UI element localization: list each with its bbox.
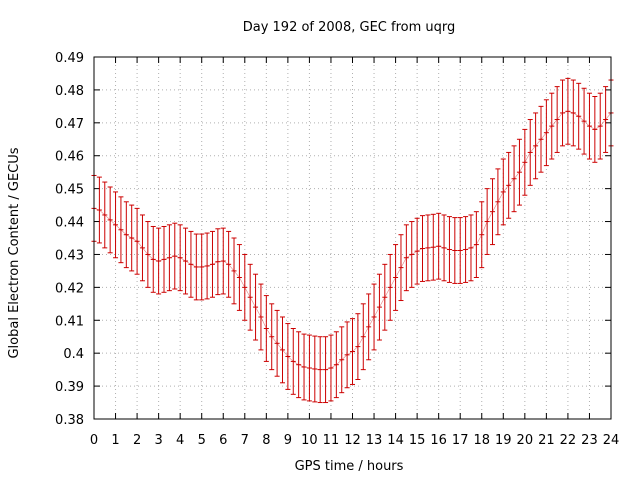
x-tick-label: 2	[133, 433, 141, 448]
x-tick-label: 5	[198, 433, 206, 448]
x-tick-label: 22	[560, 433, 577, 448]
x-tick-label: 19	[495, 433, 512, 448]
axis-ticks: 0.38 0.39 0.4 0.41 0.42 0.43 0.44 0.45 0.46 0.47 0…	[55, 51, 619, 448]
y-tick-label: 0.41	[55, 314, 84, 329]
x-tick-label: 17	[452, 433, 469, 448]
y-tick-label: 0.4	[63, 347, 84, 362]
y-tick-label: 0.49	[55, 51, 84, 66]
x-tick-label: 23	[581, 433, 598, 448]
y-tick-label: 0.43	[55, 248, 84, 263]
plot-frame	[93, 56, 612, 420]
y-tick-label: 0.47	[55, 117, 84, 132]
x-tick-label: 6	[219, 433, 227, 448]
x-tick-label: 8	[262, 433, 270, 448]
y-tick-label: 0.46	[55, 150, 84, 165]
x-tick-label: 24	[603, 433, 620, 448]
x-axis-label: GPS time / hours	[295, 459, 404, 474]
y-tick-label: 0.44	[55, 216, 84, 231]
series-line	[93, 110, 612, 370]
x-tick-label: 1	[111, 433, 119, 448]
y-axis-label: Global Electron Content / GECUs	[7, 147, 22, 358]
x-tick-label: 9	[284, 433, 292, 448]
x-tick-label: 21	[538, 433, 555, 448]
x-tick-label: 18	[473, 433, 490, 448]
x-tick-label: 13	[366, 433, 383, 448]
x-tick-label: 10	[301, 433, 318, 448]
x-tick-label: 15	[409, 433, 426, 448]
y-tick-label: 0.45	[55, 183, 84, 198]
x-tick-label: 4	[176, 433, 184, 448]
x-tick-label: 11	[323, 433, 340, 448]
x-tick-label: 7	[241, 433, 249, 448]
x-tick-label: 14	[387, 433, 404, 448]
chart-title: Day 192 of 2008, GEC from uqrg	[243, 20, 456, 35]
y-tick-label: 0.42	[55, 281, 84, 296]
x-tick-label: 16	[430, 433, 447, 448]
x-tick-label: 3	[154, 433, 162, 448]
y-tick-label: 0.48	[55, 84, 84, 99]
x-tick-label: 0	[90, 433, 98, 448]
y-tick-label: 0.39	[55, 380, 84, 395]
y-tick-label: 0.38	[55, 413, 84, 428]
gec-series	[91, 77, 614, 404]
x-tick-label: 20	[517, 433, 534, 448]
x-tick-label: 12	[344, 433, 361, 448]
